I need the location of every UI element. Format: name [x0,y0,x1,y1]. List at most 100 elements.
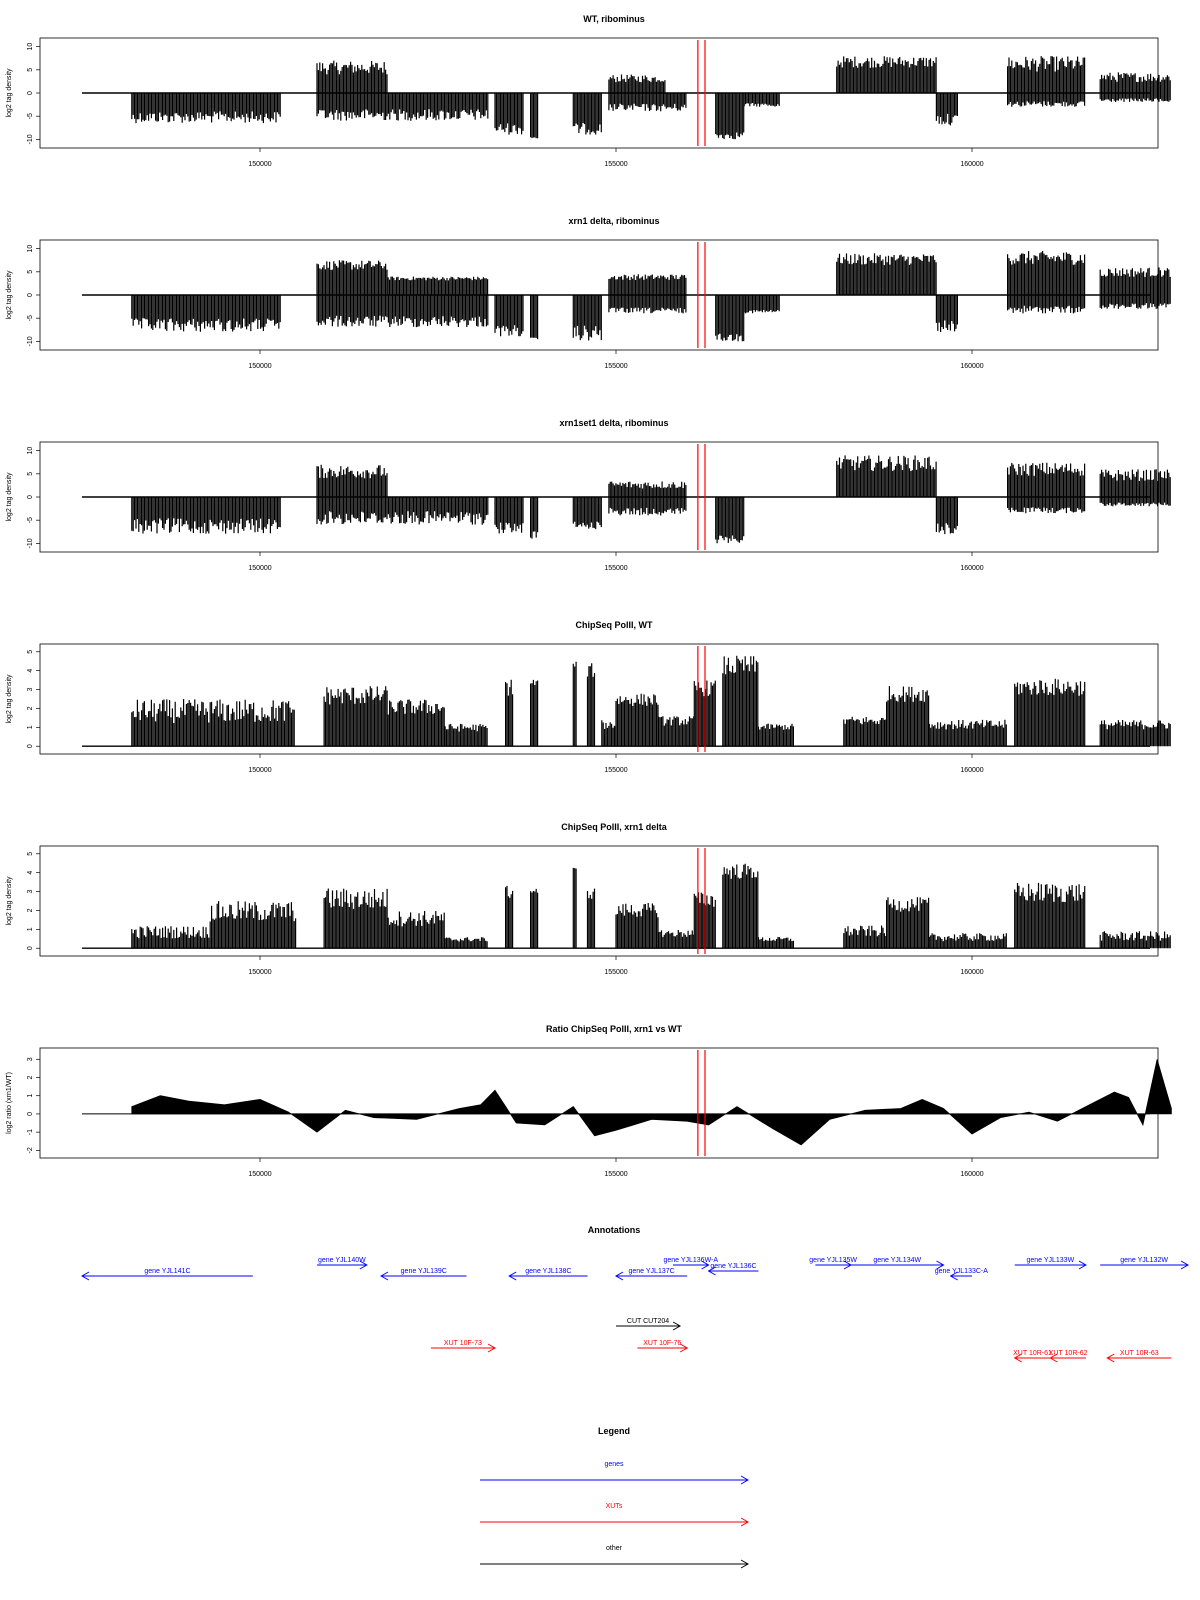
signal-bar-cluster [1099,267,1171,295]
signal-bar-cluster [586,663,596,747]
xut-feature-label: XUT 10R-62 [1049,1350,1088,1357]
signal-bar-cluster [836,56,937,93]
signal-segment [1099,72,1171,93]
legend-arrowhead [740,1559,750,1569]
signal-segment [1099,497,1171,507]
signal-segment [387,276,489,295]
xut-feature-arrowhead [1106,1353,1115,1363]
xut-feature-arrowhead [1049,1353,1058,1363]
signal-segment [1014,882,1086,949]
signal-bar-cluster [444,723,488,747]
signal-bar-cluster [387,276,489,295]
gene-feature-label: gene YJL139C [401,1268,447,1275]
signal-segment [836,253,937,295]
x-tick-label: 150000 [248,161,271,168]
y-tick-label: 5 [27,650,34,654]
chart-panel-4: ChipSeq PolII, WT 5 4 3 2 1 0 log2 tag density 1… [6,620,1171,774]
signal-segment [316,260,388,295]
y-tick-label: 0 [27,744,34,748]
signal-bar-cluster [1099,720,1171,747]
signal-bar-cluster [131,295,281,332]
signal-bar-cluster [1099,931,1171,949]
signal-bar-cluster [530,497,539,539]
y-tick-label: 0 [27,293,34,297]
signal-bar-cluster [530,295,539,340]
signal-segment [722,655,759,747]
y-tick-label: -5 [27,517,34,523]
chart-panel-3: xrn1set1 delta, ribominus 10 5 0 -5 -10 log2 t… [6,418,1171,572]
signal-segment [757,937,794,949]
x-tick-label: 160000 [960,161,983,168]
signal-bar-cluster [935,497,958,535]
signal-bar-cluster [387,699,445,747]
y-tick-label: 4 [27,871,34,875]
signal-bar-cluster [757,723,794,747]
signal-bar-cluster [586,888,596,949]
signal-bar-cluster [928,719,1007,747]
gene-feature: gene YJL136W-A [663,1257,718,1270]
gene-feature: gene YJL141C [80,1268,253,1281]
signal-segment [615,693,659,747]
signal-segment [586,663,596,747]
signal-segment [743,93,780,107]
signal-bar-cluster [1099,469,1171,497]
signal-bar-cluster [715,93,745,140]
chart-title: ChipSeq PolII, WT [576,620,653,630]
xut-feature: XUT 10R-63 [1106,1350,1172,1363]
signal-bar-cluster [886,897,930,949]
signal-bars [131,655,1171,747]
signal-bar-cluster [323,888,388,949]
y-tick-label: -10 [27,134,34,144]
gene-feature-arrowhead [1180,1260,1190,1270]
signal-bar-cluster [1099,93,1171,102]
y-tick-label: 0 [27,1112,34,1116]
signal-bar-cluster [131,926,210,949]
signal-bar-cluster [131,699,295,747]
xut-feature-arrowhead [487,1343,496,1353]
chart-title: ChipSeq PolII, xrn1 delta [561,822,668,832]
signal-bar-cluster [131,93,281,124]
y-tick-label: 2 [27,908,34,912]
signal-bar-cluster [131,497,281,534]
x-tick-label: 160000 [960,565,983,572]
signal-segment [1099,720,1171,747]
xut-feature-label: XUT 10R-61 [1013,1350,1052,1357]
signal-segment [131,699,295,747]
y-tick-label: -2 [27,1147,34,1153]
gene-feature-label: gene YJL133C-A [935,1268,989,1275]
signal-segment [715,93,745,140]
signal-segment [530,679,539,747]
signal-bars [131,56,1171,140]
signal-bar-cluster [757,937,794,949]
y-axis-label: log2 tag density [6,270,13,320]
legend-title: Legend [598,1426,630,1436]
xut-feature: XUT 10F-76 [637,1340,689,1353]
y-tick-label: 1 [27,725,34,729]
y-tick-label: 2 [27,706,34,710]
signal-segment [131,93,281,124]
signal-bar-cluster [1007,56,1086,93]
signal-segment [316,93,489,121]
signal-segment [444,937,488,949]
signal-bar-cluster [494,295,524,337]
signal-segment [572,867,577,949]
chart-panel-2: xrn1 delta, ribominus 10 5 0 -5 -10 log2 tag d… [6,216,1171,370]
gene-feature-arrowhead [614,1271,624,1281]
chart-panel-1: WT, ribominus 10 5 0 -5 -10 log2 tag density 15… [6,14,1171,168]
gene-feature-label: gene YJL136C [710,1263,756,1270]
signal-bar-cluster [722,863,759,949]
signal-segment [530,497,539,539]
signal-bar-cluster [316,497,489,525]
x-tick-label: 150000 [248,969,271,976]
signal-segment [886,897,930,949]
signal-segment [1007,251,1086,295]
signal-segment [530,93,539,139]
signal-bar-cluster [1007,295,1086,314]
signal-bar-cluster [572,93,602,135]
y-tick-label: -10 [27,336,34,346]
signal-bar-cluster [615,903,659,949]
signal-segment [608,93,687,112]
gene-feature-arrowhead [701,1260,710,1270]
signal-bar-cluster [615,693,659,747]
signal-bar-cluster [843,925,887,949]
